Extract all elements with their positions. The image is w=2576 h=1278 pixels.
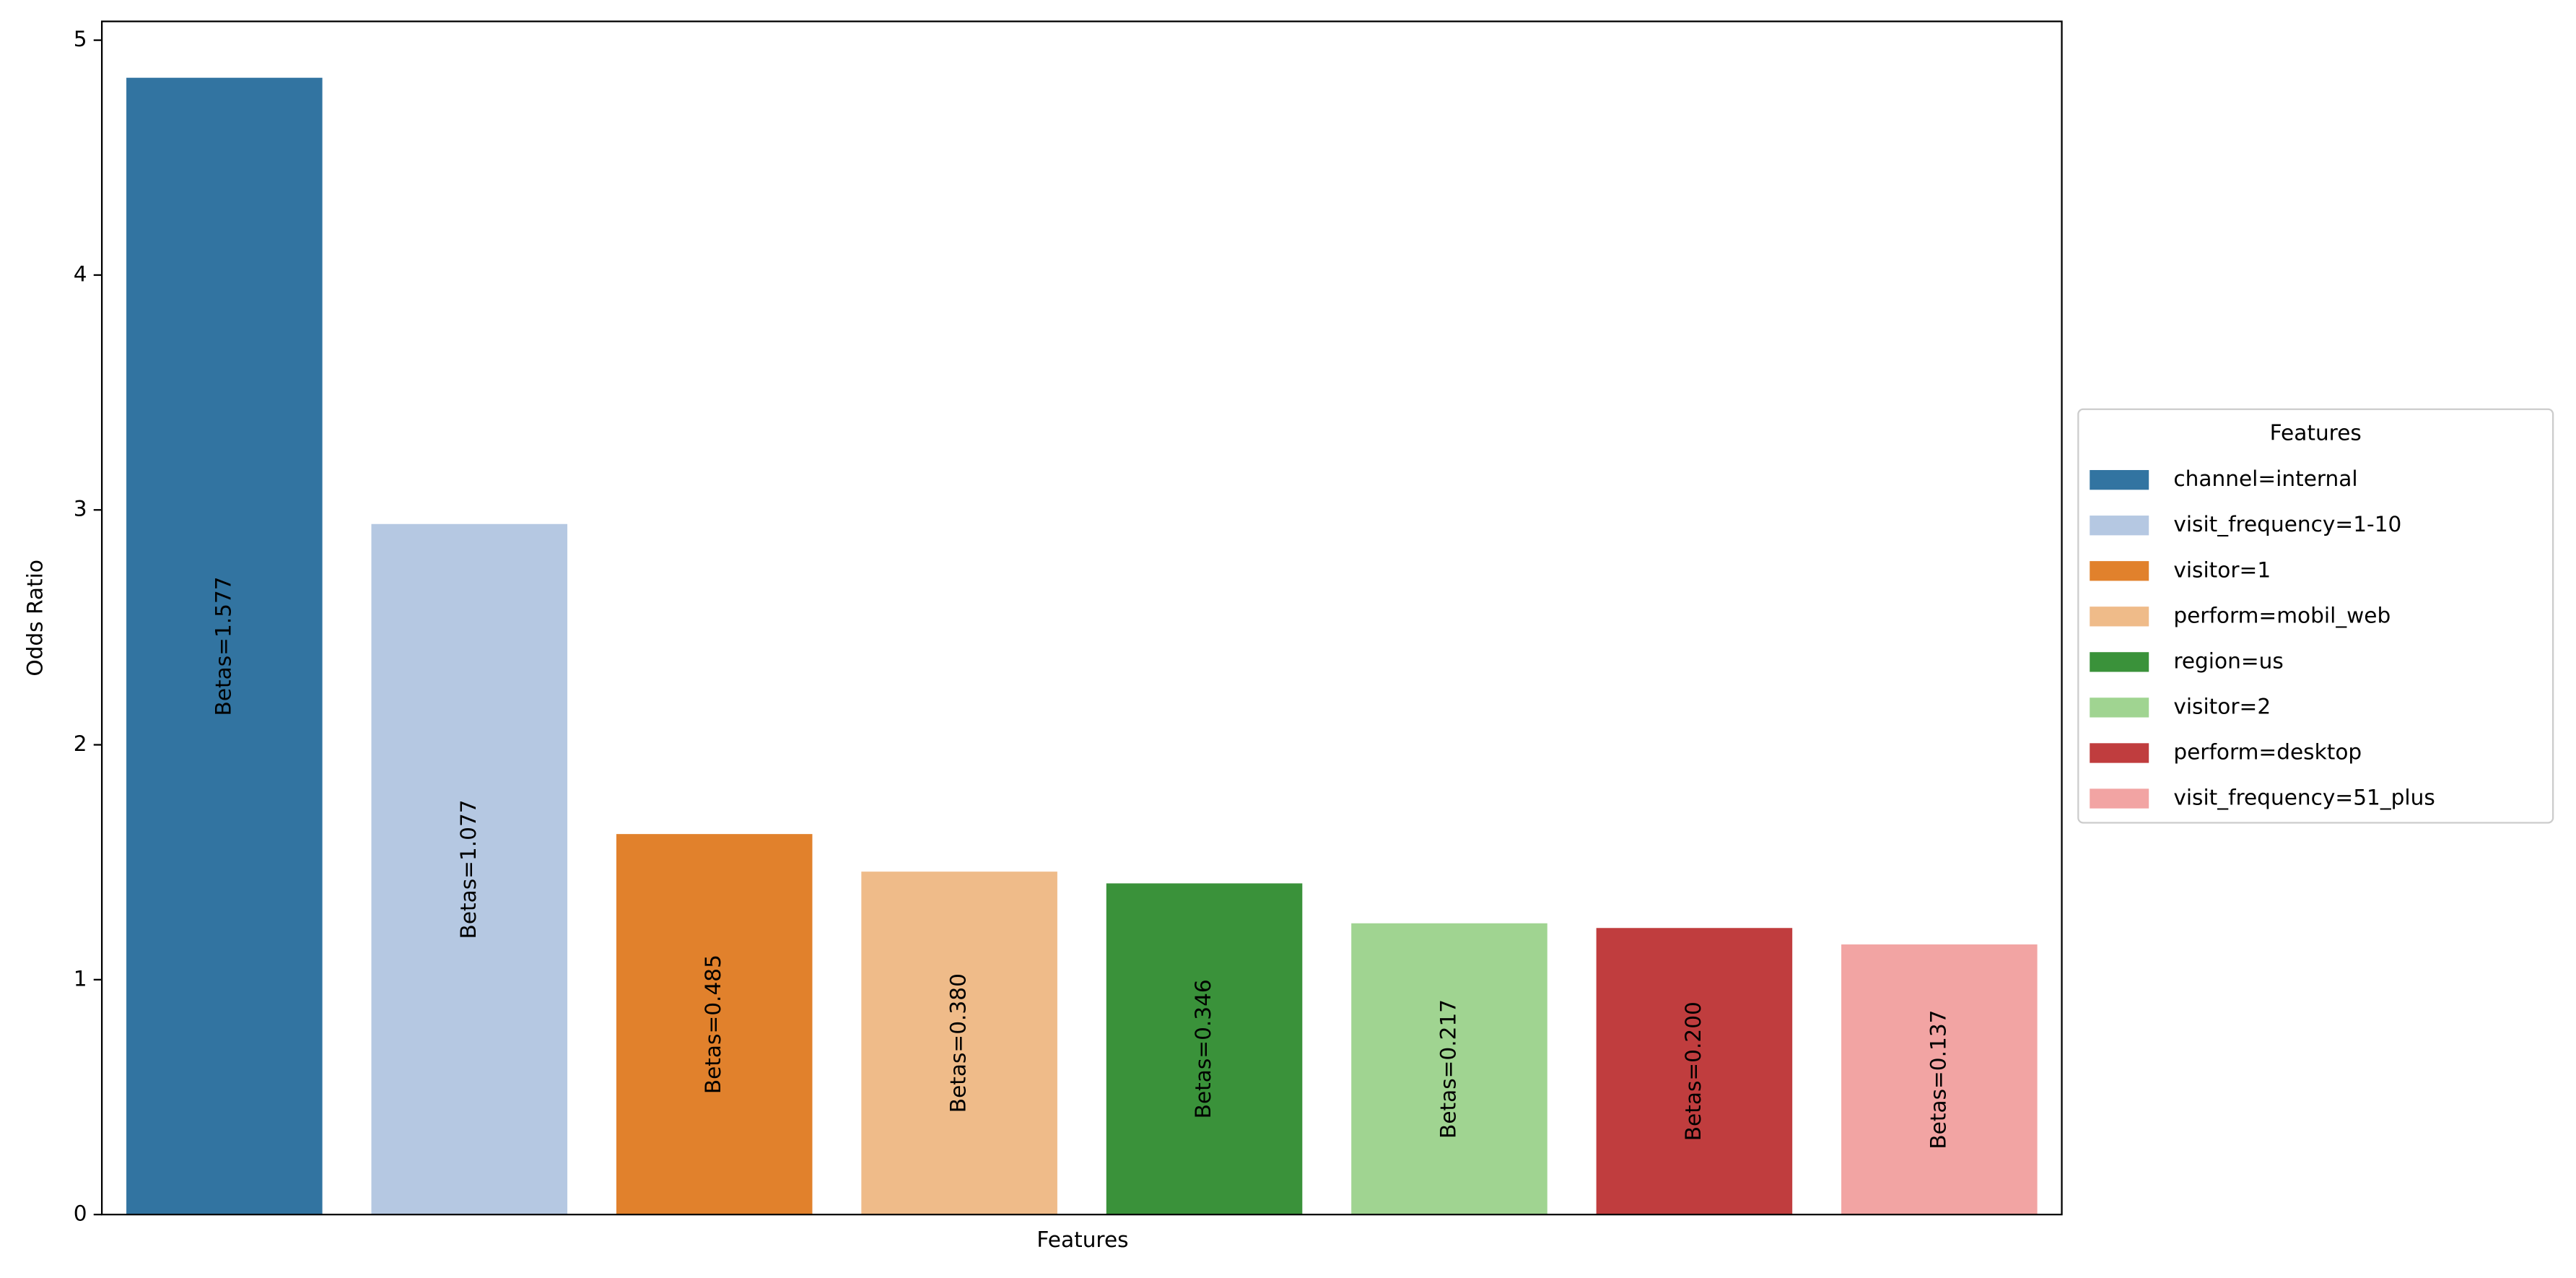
bar-label: Betas=1.077 <box>456 799 481 939</box>
y-tick-label: 1 <box>74 966 87 991</box>
plot-frame <box>100 20 2063 1216</box>
legend-box <box>2077 408 2554 824</box>
legend-swatch <box>2090 697 2149 718</box>
bar-label: Betas=1.577 <box>211 576 235 716</box>
y-tick-label: 0 <box>74 1201 87 1226</box>
bar-label: Betas=0.137 <box>1926 1010 1950 1149</box>
bar <box>1596 928 1793 1215</box>
legend-label: perform=mobil_web <box>2173 603 2391 627</box>
y-axis-label: Odds Ratio <box>23 560 48 677</box>
legend-label: visit_frequency=51_plus <box>2173 786 2435 810</box>
bar-label: Betas=0.346 <box>1191 979 1215 1118</box>
y-tick-label: 5 <box>74 27 87 51</box>
legend-swatch <box>2090 788 2149 809</box>
legend-swatch <box>2090 607 2149 627</box>
bar-label: Betas=0.200 <box>1681 1001 1706 1141</box>
legend-swatch <box>2090 561 2149 581</box>
legend-swatch <box>2090 470 2149 490</box>
legend-label: visitor=2 <box>2173 694 2271 718</box>
bar <box>861 871 1057 1215</box>
bar <box>371 523 568 1215</box>
legend-label: visitor=1 <box>2173 557 2271 582</box>
bar <box>1106 883 1303 1215</box>
y-tick-label: 3 <box>74 497 87 521</box>
bar <box>126 77 323 1215</box>
bar <box>1351 923 1547 1215</box>
y-tick-label: 4 <box>74 261 87 286</box>
legend-label: visit_frequency=1-10 <box>2173 512 2401 536</box>
bar-label: Betas=0.380 <box>946 973 971 1113</box>
legend-swatch <box>2090 743 2149 763</box>
bar-label: Betas=0.485 <box>701 955 725 1094</box>
legend-label: channel=internal <box>2173 466 2357 491</box>
legend-swatch <box>2090 652 2149 672</box>
legend-label: region=us <box>2173 648 2283 673</box>
bar <box>616 834 813 1215</box>
legend-title: Features <box>2270 420 2362 445</box>
y-tick-label: 2 <box>74 731 87 756</box>
legend-swatch <box>2090 516 2149 536</box>
bar-label: Betas=0.217 <box>1436 999 1460 1139</box>
x-axis-label: Features <box>1036 1227 1128 1252</box>
legend-label: perform=desktop <box>2173 739 2362 764</box>
bar <box>1841 944 2038 1215</box>
